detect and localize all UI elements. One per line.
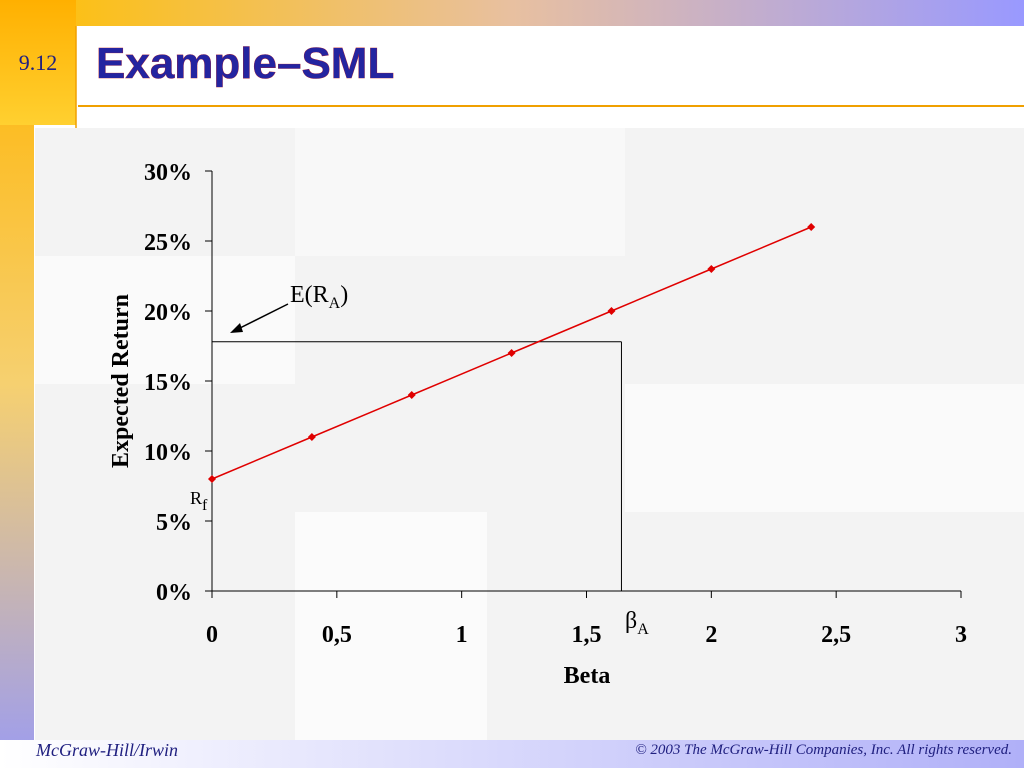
title-area (78, 26, 1024, 106)
top-band (0, 0, 1024, 26)
x-axis-title: Beta (564, 663, 611, 689)
x-tick-label: 1,5 (572, 622, 602, 648)
point-marker (507, 349, 516, 357)
y-tick-label: 10% (144, 440, 192, 466)
y-tick-label: 30% (144, 160, 192, 186)
y-axis-title: Expected Return (108, 294, 134, 468)
x-tick-label: 2,5 (821, 622, 851, 648)
point-marker (707, 265, 716, 273)
x-tick-label: 0,5 (322, 622, 352, 648)
annotation: Rf (190, 488, 208, 514)
slide-number: 9.12 (19, 50, 58, 75)
annotation-main: E(R (290, 282, 329, 308)
annotation-sub: f (202, 497, 208, 514)
panel (295, 512, 487, 740)
x-tick-label: 3 (955, 622, 967, 648)
x-tick-label: 1 (456, 622, 468, 648)
point-marker (208, 475, 216, 483)
panel (295, 128, 625, 256)
y-tick-label: 20% (144, 300, 192, 326)
y-tick-label: 5% (156, 510, 192, 536)
point-marker (607, 307, 616, 315)
annotation-sub: A (637, 621, 649, 638)
footer-band (0, 740, 1024, 768)
panel (35, 256, 295, 384)
point-marker (807, 223, 816, 231)
left-band (0, 0, 34, 768)
panel (625, 384, 1024, 512)
y-tick-label: 25% (144, 230, 192, 256)
point-marker (407, 391, 416, 399)
footer-left: McGraw-Hill/Irwin (35, 740, 178, 760)
y-tick-label: 15% (144, 370, 192, 396)
footer-right: © 2003 The McGraw-Hill Companies, Inc. A… (635, 742, 1012, 758)
annotation-end: ) (340, 282, 348, 308)
annotation: βA (625, 608, 649, 638)
x-tick-label: 2 (705, 622, 717, 648)
slide-title: Example–SML (96, 39, 394, 88)
annotation-sub: A (329, 295, 341, 312)
number-box (0, 0, 76, 125)
annotation: E(RA) (290, 282, 348, 312)
annotation-main: β (625, 608, 637, 634)
annotation-main: R (190, 488, 202, 508)
annotation-arrow (235, 303, 289, 331)
y-tick-label: 0% (156, 580, 192, 606)
point-marker (307, 433, 316, 441)
x-tick-label: 0 (206, 622, 218, 648)
arrow-head (230, 323, 243, 333)
